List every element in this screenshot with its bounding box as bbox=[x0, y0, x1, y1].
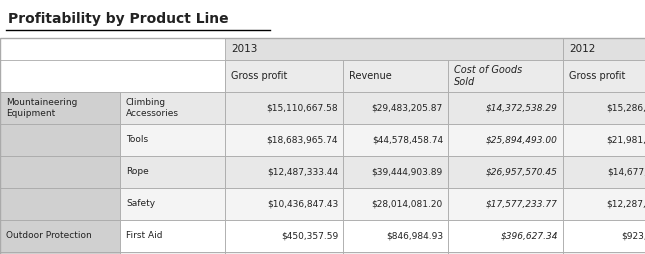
Bar bbox=[0, 220, 120, 252]
Bar bbox=[343, 252, 448, 254]
Text: $450,357.59: $450,357.59 bbox=[281, 231, 338, 241]
Text: $28,014,081.20: $28,014,081.20 bbox=[372, 199, 443, 209]
Text: $15,286,177.75: $15,286,177.75 bbox=[606, 103, 645, 113]
Bar bbox=[225, 38, 563, 60]
Text: Gross profit: Gross profit bbox=[569, 71, 626, 81]
Bar bbox=[563, 220, 645, 252]
Text: Rope: Rope bbox=[126, 167, 149, 177]
Bar bbox=[120, 220, 225, 252]
Bar bbox=[120, 252, 225, 254]
Bar bbox=[0, 92, 120, 124]
Text: Revenue: Revenue bbox=[349, 71, 392, 81]
Text: $14,677,667.24: $14,677,667.24 bbox=[607, 167, 645, 177]
Text: $26,957,570.45: $26,957,570.45 bbox=[486, 167, 558, 177]
Text: $18,683,965.74: $18,683,965.74 bbox=[266, 135, 338, 145]
Bar bbox=[563, 60, 645, 92]
Text: $14,372,538.29: $14,372,538.29 bbox=[486, 103, 558, 113]
Text: $29,483,205.87: $29,483,205.87 bbox=[372, 103, 443, 113]
Text: $12,287,850.59: $12,287,850.59 bbox=[607, 199, 645, 209]
Text: $39,444,903.89: $39,444,903.89 bbox=[372, 167, 443, 177]
Text: 2012: 2012 bbox=[569, 44, 595, 54]
Bar bbox=[448, 156, 563, 188]
Text: Mountaineering
Equipment: Mountaineering Equipment bbox=[6, 98, 77, 118]
Text: Gross profit: Gross profit bbox=[231, 71, 288, 81]
Bar bbox=[225, 92, 343, 124]
Text: $12,487,333.44: $12,487,333.44 bbox=[267, 167, 338, 177]
Bar bbox=[120, 188, 225, 220]
Text: $25,894,493.00: $25,894,493.00 bbox=[486, 135, 558, 145]
Text: $10,436,847.43: $10,436,847.43 bbox=[267, 199, 338, 209]
Text: $846,984.93: $846,984.93 bbox=[386, 231, 443, 241]
Text: $17,577,233.77: $17,577,233.77 bbox=[486, 199, 558, 209]
Bar bbox=[0, 156, 120, 188]
Bar bbox=[563, 38, 645, 60]
Text: First Aid: First Aid bbox=[126, 231, 163, 241]
Bar bbox=[343, 60, 448, 92]
Bar bbox=[0, 38, 225, 60]
Bar bbox=[448, 220, 563, 252]
Bar bbox=[225, 188, 343, 220]
Bar bbox=[120, 124, 225, 156]
Bar bbox=[563, 124, 645, 156]
Bar bbox=[448, 188, 563, 220]
Bar bbox=[563, 92, 645, 124]
Text: Outdoor Protection: Outdoor Protection bbox=[6, 231, 92, 241]
Bar bbox=[343, 92, 448, 124]
Bar bbox=[0, 60, 225, 92]
Bar bbox=[0, 124, 120, 156]
Bar bbox=[0, 188, 120, 220]
Bar bbox=[448, 60, 563, 92]
Text: Profitability by Product Line: Profitability by Product Line bbox=[8, 12, 228, 26]
Bar bbox=[563, 252, 645, 254]
Text: Tools: Tools bbox=[126, 135, 148, 145]
Text: $923,995.66: $923,995.66 bbox=[620, 231, 645, 241]
Text: $15,110,667.58: $15,110,667.58 bbox=[266, 103, 338, 113]
Bar bbox=[225, 220, 343, 252]
Bar bbox=[343, 156, 448, 188]
Bar bbox=[225, 156, 343, 188]
Bar bbox=[448, 92, 563, 124]
Bar bbox=[225, 124, 343, 156]
Text: $21,981,831.82: $21,981,831.82 bbox=[607, 135, 645, 145]
Bar bbox=[563, 156, 645, 188]
Bar bbox=[343, 188, 448, 220]
Bar bbox=[225, 60, 343, 92]
Bar bbox=[120, 92, 225, 124]
Bar bbox=[448, 252, 563, 254]
Text: Safety: Safety bbox=[126, 199, 155, 209]
Text: Cost of Goods
Sold: Cost of Goods Sold bbox=[454, 65, 522, 87]
Text: 2013: 2013 bbox=[231, 44, 257, 54]
Text: $44,578,458.74: $44,578,458.74 bbox=[372, 135, 443, 145]
Bar bbox=[563, 188, 645, 220]
Text: $396,627.34: $396,627.34 bbox=[501, 231, 558, 241]
Text: Climbing
Accessories: Climbing Accessories bbox=[126, 98, 179, 118]
Bar bbox=[343, 220, 448, 252]
Bar bbox=[448, 124, 563, 156]
Bar bbox=[343, 124, 448, 156]
Bar bbox=[120, 156, 225, 188]
Bar bbox=[225, 252, 343, 254]
Bar bbox=[0, 252, 120, 254]
